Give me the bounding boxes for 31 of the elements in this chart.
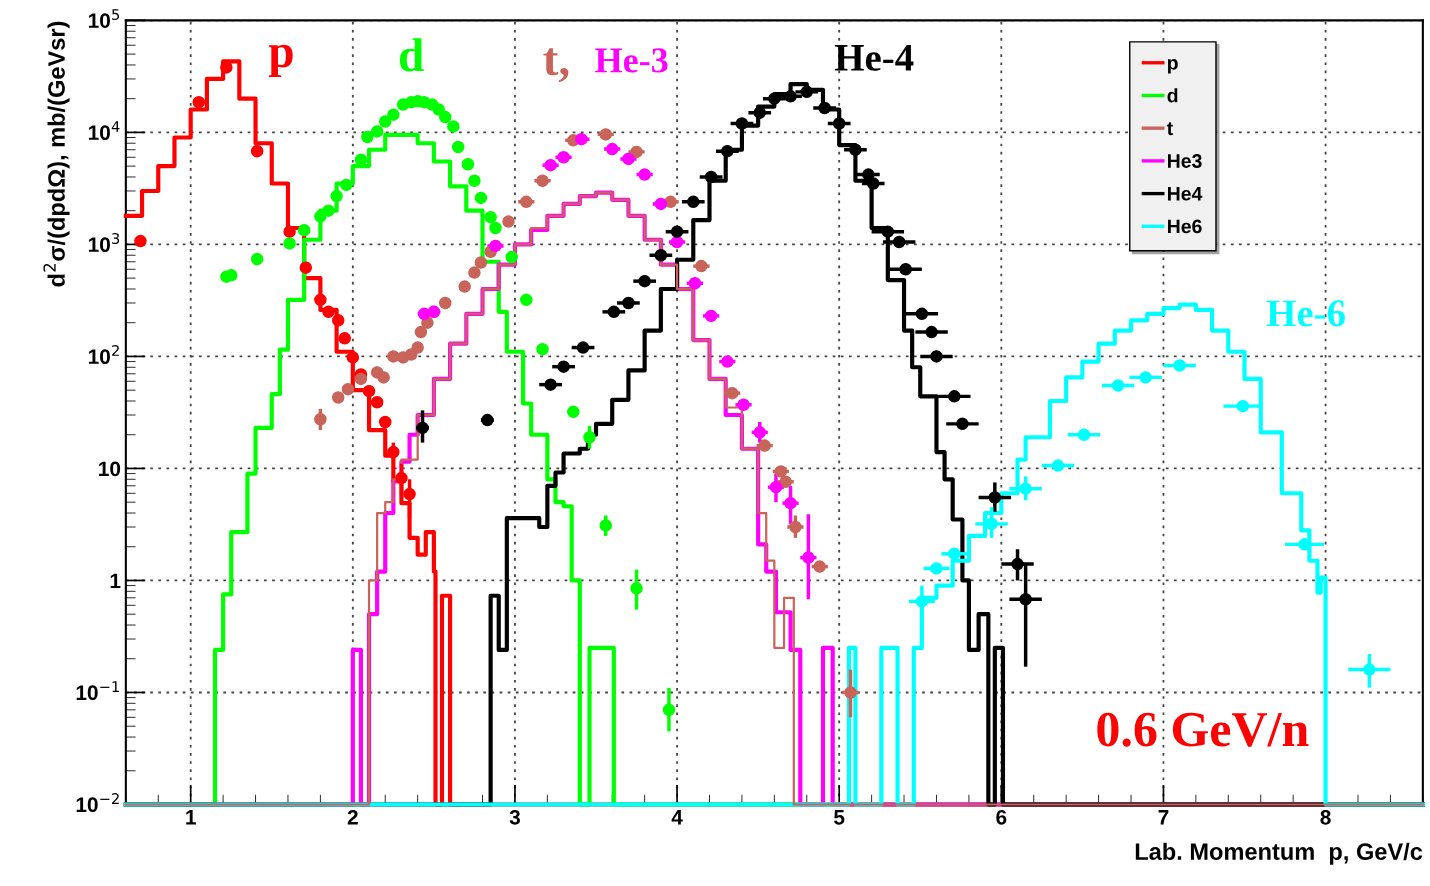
y-axis-title: d$^{2}$σ/(dpdΩ), mb/(GeVsr) <box>43 21 70 287</box>
y-tick-label: 1 <box>110 573 121 589</box>
x-tick-label: 6 <box>996 809 1007 825</box>
legend-label: He4 <box>1168 187 1203 201</box>
annotation: p <box>268 44 293 78</box>
legend-label: d <box>1167 88 1178 103</box>
annotation: He-6 <box>1266 300 1345 327</box>
y-tick-label: 10$^{−2}$ <box>76 793 119 813</box>
x-tick-label: 5 <box>834 810 845 825</box>
annotation: t, <box>543 48 569 83</box>
legend-label: He3 <box>1168 154 1202 168</box>
y-tick-label: 10$^{−1}$ <box>76 681 119 701</box>
x-tick-label: 2 <box>347 809 358 825</box>
y-tick-label: 10$^{5}$ <box>88 9 120 28</box>
x-tick-label: 4 <box>671 810 683 825</box>
x-tick-label: 3 <box>509 809 520 825</box>
annotation: He-3 <box>595 48 668 73</box>
x-tick-label: 8 <box>1320 809 1331 825</box>
y-tick-label: 10$^{2}$ <box>88 345 119 365</box>
y-tick-label: 10$^{3}$ <box>88 233 120 252</box>
y-tick-label: 10 <box>99 461 121 477</box>
legend-label: p <box>1167 59 1178 74</box>
x-tick-label: 1 <box>186 810 196 825</box>
legend-label: t <box>1166 122 1173 136</box>
annotation: d <box>399 38 424 72</box>
y-tick-label: 10$^{4}$ <box>88 121 120 141</box>
x-axis-title: Lab. Momentum p, GeV/c <box>1135 842 1423 865</box>
annotation: He-4 <box>834 44 914 71</box>
annotation: 0.6 GeV/n <box>1097 712 1309 747</box>
x-tick-label: 7 <box>1158 810 1169 825</box>
legend-label: He6 <box>1168 219 1202 234</box>
